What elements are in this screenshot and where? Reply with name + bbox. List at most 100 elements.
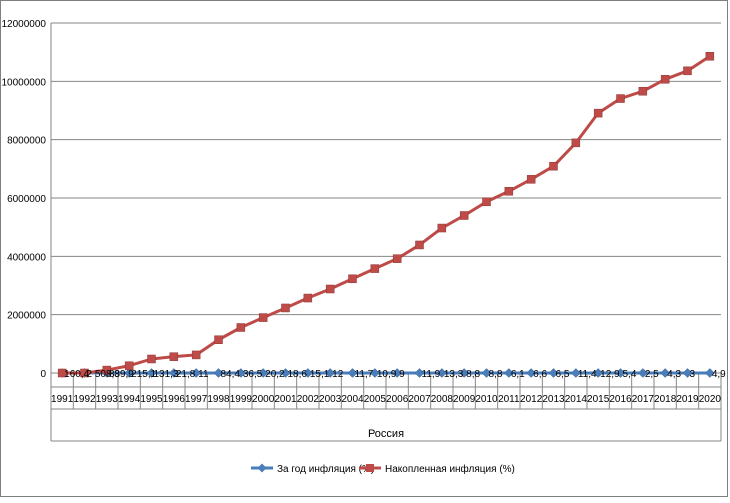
data-point [550, 162, 558, 170]
x-category-label: 1992 [73, 394, 96, 405]
x-category-label: 2003 [319, 394, 342, 405]
x-category-label: 2019 [676, 394, 699, 405]
y-tick-label: 2000000 [7, 311, 46, 322]
data-label: 12,9 [600, 369, 620, 380]
x-category-label: 1997 [185, 394, 208, 405]
y-tick-label: 6000000 [7, 194, 46, 205]
data-label: 84,4 [221, 369, 241, 380]
x-axis-title: Россия [368, 428, 404, 440]
x-category-label: 2001 [274, 394, 297, 405]
legend-label: Накопленная инфляция (%) [385, 463, 515, 475]
data-label: 6,6 [533, 369, 547, 380]
legend-marker [258, 464, 267, 473]
data-point [192, 351, 200, 359]
data-point [215, 336, 223, 344]
data-label: 4,3 [667, 369, 681, 380]
data-point [639, 87, 647, 95]
data-label: 13,3 [444, 369, 464, 380]
x-category-label: 2004 [341, 394, 364, 405]
y-tick-labels: 0 2000000 4000000 6000000 8000000 10000000 120… [2, 19, 47, 380]
data-point [393, 255, 401, 263]
x-category-label: 1998 [207, 394, 230, 405]
data-label: 11,7 [355, 369, 374, 380]
data-label: 3 [690, 369, 696, 380]
x-category-label: 2015 [587, 394, 610, 405]
series-group [58, 52, 715, 377]
data-label: 20,2 [265, 369, 285, 380]
x-category-label: 2009 [453, 394, 476, 405]
data-point [483, 198, 491, 206]
series-line [62, 56, 710, 373]
x-category-label: 1999 [230, 394, 253, 405]
data-label: 5,4 [623, 369, 637, 380]
data-label: 6,1 [511, 369, 525, 380]
x-category-label: 2011 [498, 394, 520, 405]
x-category-label: 2008 [431, 394, 454, 405]
data-label: 2,5 [645, 369, 659, 380]
legend: За год инфляция (%)Накопленная инфляция … [251, 463, 515, 475]
data-point [438, 224, 446, 232]
x-category-label: 2002 [297, 394, 320, 405]
x-category-label: 1993 [96, 394, 119, 405]
data-label: 15,1 [310, 369, 330, 380]
x-category-label: 2016 [609, 394, 632, 405]
data-label: 11,9 [422, 369, 441, 380]
data-point [706, 52, 714, 60]
data-point [684, 67, 692, 75]
x-category-label: 2006 [386, 394, 409, 405]
data-point [148, 355, 156, 363]
data-label: 36,5 [243, 369, 263, 380]
y-tick-label: 8000000 [7, 136, 46, 147]
data-point [460, 212, 468, 220]
legend-marker [366, 464, 374, 472]
data-label: 8,8 [466, 369, 480, 380]
x-category-label: 2000 [252, 394, 275, 405]
data-point [661, 75, 669, 83]
data-point [527, 175, 535, 183]
x-category-label: 2014 [565, 394, 588, 405]
y-tick-label: 0 [40, 369, 46, 380]
data-point [505, 187, 513, 195]
x-category-label: 2010 [475, 394, 498, 405]
x-category-label: 2007 [408, 394, 431, 405]
y-tick-label: 10000000 [2, 77, 47, 88]
x-category-label: 1996 [163, 394, 186, 405]
data-label: 11 [198, 369, 209, 380]
data-point [371, 265, 379, 273]
data-point [259, 314, 267, 322]
data-label: 21,8 [176, 369, 196, 380]
data-label: 6,5 [556, 369, 570, 380]
x-category-label: 1991 [51, 394, 74, 405]
x-category-label: 2017 [632, 394, 655, 405]
data-label: 10,9 [377, 369, 397, 380]
gridlines [51, 23, 721, 373]
data-label: 9 [399, 369, 405, 380]
data-label: 8,8 [489, 369, 503, 380]
y-tick-label: 12000000 [2, 19, 47, 30]
data-label: 4,9 [712, 369, 726, 380]
data-point [416, 241, 424, 249]
data-point [326, 285, 334, 293]
x-category-label: 1995 [140, 394, 163, 405]
data-point [349, 275, 357, 283]
x-category-label: 1994 [118, 394, 141, 405]
data-point [594, 109, 602, 117]
data-label: 12 [332, 369, 344, 380]
data-point [170, 353, 178, 361]
data-point [304, 294, 312, 302]
x-category-label: 2018 [654, 394, 677, 405]
data-label: 11,4 [578, 369, 597, 380]
x-category-label: 2013 [542, 394, 565, 405]
x-category-label: 2020 [699, 394, 722, 405]
data-point [282, 304, 290, 312]
x-category-label: 2005 [364, 394, 387, 405]
x-category-label: 2012 [520, 394, 543, 405]
data-point [572, 139, 580, 147]
data-label: 18,6 [288, 369, 308, 380]
y-tick-label: 4000000 [7, 252, 46, 263]
data-point [237, 324, 245, 332]
